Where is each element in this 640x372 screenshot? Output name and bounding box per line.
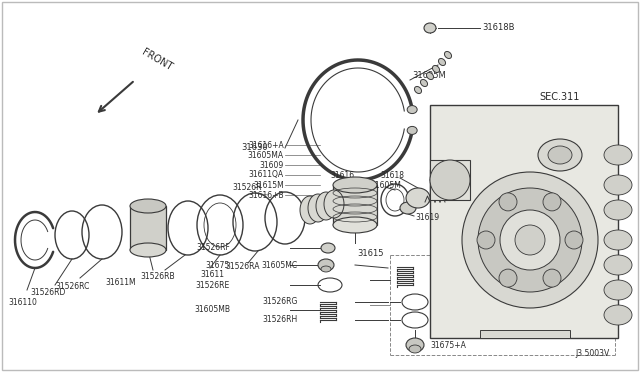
Ellipse shape	[333, 217, 377, 233]
Ellipse shape	[424, 23, 436, 33]
Text: 31611M: 31611M	[105, 278, 136, 287]
Ellipse shape	[400, 202, 416, 214]
Ellipse shape	[406, 338, 424, 352]
Ellipse shape	[409, 345, 421, 353]
Text: 31526RB: 31526RB	[140, 272, 175, 281]
Ellipse shape	[324, 190, 344, 218]
Ellipse shape	[548, 146, 572, 164]
Ellipse shape	[515, 225, 545, 255]
Ellipse shape	[420, 80, 428, 87]
Ellipse shape	[499, 193, 517, 211]
Ellipse shape	[444, 51, 452, 58]
Ellipse shape	[604, 145, 632, 165]
Text: 31526RH: 31526RH	[263, 315, 298, 324]
Text: 31619: 31619	[415, 214, 439, 222]
Ellipse shape	[604, 230, 632, 250]
Ellipse shape	[433, 65, 440, 73]
Polygon shape	[333, 185, 377, 225]
Text: 31526RD: 31526RD	[30, 288, 65, 297]
Ellipse shape	[130, 199, 166, 213]
Ellipse shape	[316, 192, 336, 220]
Text: 31675+A: 31675+A	[430, 340, 466, 350]
Text: 31526RC: 31526RC	[55, 282, 90, 291]
Text: 31605M: 31605M	[370, 180, 401, 189]
Ellipse shape	[415, 86, 422, 93]
Text: 31611QA: 31611QA	[249, 170, 284, 180]
Ellipse shape	[604, 305, 632, 325]
Text: 31526RF: 31526RF	[196, 244, 230, 253]
Ellipse shape	[604, 200, 632, 220]
Ellipse shape	[318, 259, 334, 271]
Ellipse shape	[604, 255, 632, 275]
Text: 31609: 31609	[260, 160, 284, 170]
Ellipse shape	[543, 269, 561, 287]
Ellipse shape	[538, 139, 582, 171]
Ellipse shape	[426, 73, 433, 80]
Text: 31616+A: 31616+A	[248, 141, 284, 150]
Text: 31526R: 31526R	[232, 183, 262, 192]
Text: 31618: 31618	[380, 170, 404, 180]
Ellipse shape	[477, 231, 495, 249]
Text: 31625M: 31625M	[412, 71, 445, 80]
Text: 31630: 31630	[241, 144, 268, 153]
Ellipse shape	[321, 243, 335, 253]
Ellipse shape	[478, 188, 582, 292]
Text: 31526RA: 31526RA	[225, 262, 259, 271]
Text: FRONT: FRONT	[140, 46, 174, 72]
Text: 31611: 31611	[200, 270, 224, 279]
Text: 31616+B: 31616+B	[248, 190, 284, 199]
Ellipse shape	[462, 172, 598, 308]
Text: 31616: 31616	[330, 170, 354, 180]
Ellipse shape	[321, 266, 331, 272]
Ellipse shape	[130, 243, 166, 257]
Text: 31526RE: 31526RE	[196, 280, 230, 289]
Text: 31605MA: 31605MA	[248, 151, 284, 160]
Ellipse shape	[430, 160, 470, 200]
Text: 31605MB: 31605MB	[194, 305, 230, 314]
Ellipse shape	[407, 106, 417, 113]
Text: SEC.311: SEC.311	[540, 92, 580, 102]
Ellipse shape	[406, 188, 430, 208]
Bar	[430, 105, 618, 338]
Text: 316110: 316110	[8, 298, 37, 307]
Text: 31675: 31675	[205, 260, 230, 269]
Polygon shape	[480, 330, 570, 338]
Text: 31526RG: 31526RG	[262, 298, 298, 307]
Ellipse shape	[333, 177, 377, 193]
Ellipse shape	[500, 210, 560, 270]
Polygon shape	[130, 206, 166, 250]
Ellipse shape	[604, 175, 632, 195]
Ellipse shape	[308, 194, 328, 222]
Text: 31618B: 31618B	[482, 23, 515, 32]
Ellipse shape	[438, 58, 445, 65]
Ellipse shape	[565, 231, 583, 249]
Ellipse shape	[300, 196, 320, 224]
Ellipse shape	[604, 280, 632, 300]
Ellipse shape	[407, 126, 417, 134]
Text: J3 5003V: J3 5003V	[576, 349, 610, 358]
Polygon shape	[430, 160, 470, 200]
Text: 31605MC: 31605MC	[262, 260, 298, 269]
Ellipse shape	[499, 269, 517, 287]
Text: 31615: 31615	[357, 249, 383, 258]
Ellipse shape	[543, 193, 561, 211]
Text: 31615M: 31615M	[253, 180, 284, 189]
